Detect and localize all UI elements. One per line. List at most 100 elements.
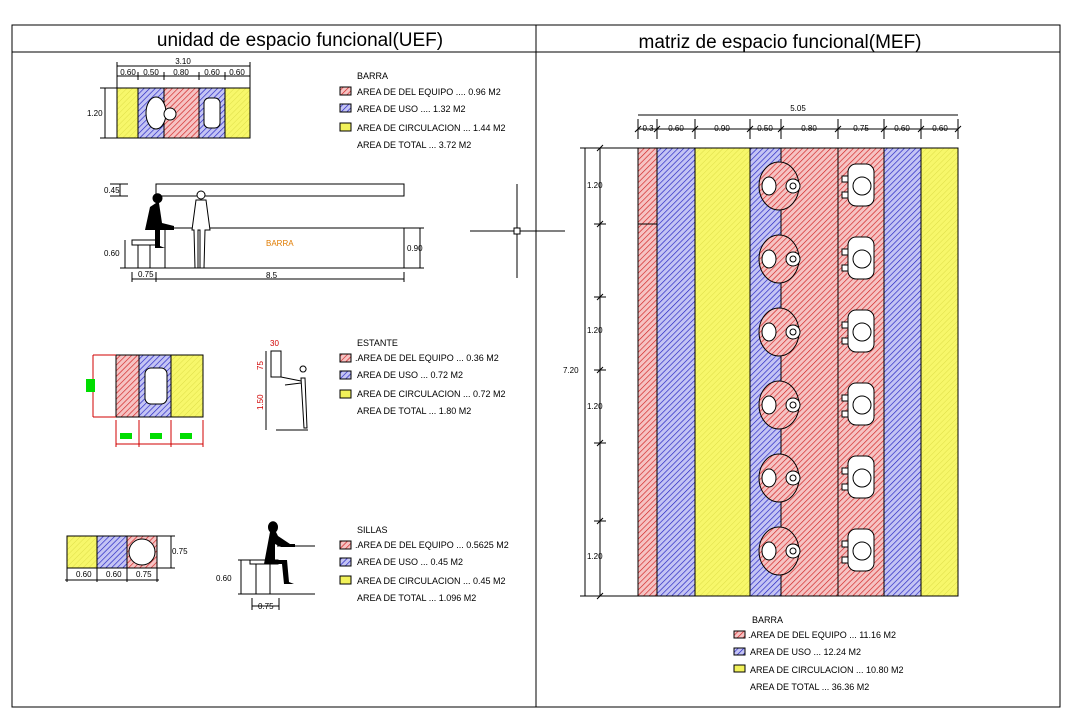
crosshair-cursor-icon <box>470 184 565 278</box>
legend-item: AREA DE DEL EQUIPO .... 0.96 M2 <box>357 87 501 97</box>
matriz-column-uso <box>656 147 696 597</box>
dim: 0.60 <box>894 124 910 133</box>
legend-item: .AREA DE DEL EQUIPO ... 11.16 M2 <box>748 630 896 640</box>
estante-legend: ESTANTE .AREA DE DEL EQUIPO ... 0.36 M2 … <box>339 338 506 416</box>
dim: 0.60 <box>204 68 220 77</box>
bartender-icon <box>841 528 875 572</box>
stool-user-icon <box>758 526 801 576</box>
equipo-swatch <box>339 353 352 363</box>
uso-swatch <box>339 557 352 567</box>
legend-item: AREA DE USO ... 0.45 M2 <box>357 557 463 567</box>
circulacion-swatch <box>733 664 746 673</box>
sillas-legend: SILLAS .AREA DE DEL EQUIPO ... 0.5625 M2… <box>339 525 509 603</box>
barra-elevation <box>110 183 424 282</box>
legend-title: BARRA <box>357 71 388 81</box>
seated-person-icon <box>264 521 295 584</box>
dim: 0.75 <box>258 602 274 611</box>
legend-item: .AREA DE DEL EQUIPO ... 0.36 M2 <box>355 353 499 363</box>
bartender-icon <box>841 309 875 353</box>
dim: 0.60 <box>229 68 245 77</box>
stool-user-icon <box>758 307 801 357</box>
dim: 0.60 <box>216 574 232 583</box>
matriz-column-uso <box>749 147 782 597</box>
dim: 0.50 <box>143 68 159 77</box>
equipo-swatch <box>339 86 352 96</box>
legend-item: .AREA DE DEL EQUIPO ... 0.5625 M2 <box>355 540 509 550</box>
matriz-column-uso <box>883 147 922 597</box>
equipo-swatch <box>339 540 352 550</box>
dim: 0.60 <box>668 124 684 133</box>
dim: 1.20 <box>587 181 603 190</box>
circulacion-swatch <box>339 575 352 585</box>
dim: 7.20 <box>563 366 579 375</box>
dim: 0.80 <box>801 124 817 133</box>
stool-user-icon <box>758 161 801 211</box>
dim: 30 <box>270 339 279 348</box>
barra-plan <box>100 62 251 139</box>
matriz-dim-ticks <box>594 119 962 600</box>
legend-item: AREA DE CIRCULACION ... 0.45 M2 <box>357 576 506 586</box>
legend-item: AREA DE USO .... 1.32 M2 <box>357 104 466 114</box>
estante-elevation <box>265 350 308 431</box>
dim: 0.45 <box>104 186 120 195</box>
dim: 1.20 <box>587 402 603 411</box>
dim: 0.75 <box>138 270 154 279</box>
right-header: matriz de espacio funcional(MEF) <box>639 32 922 53</box>
stool-user-icon <box>758 453 801 503</box>
legend-item: AREA DE TOTAL ... 1.096 M2 <box>357 593 476 603</box>
dim: 0.60 <box>76 570 92 579</box>
stool-user-icon <box>758 234 801 284</box>
dim: 0.60 <box>932 124 948 133</box>
bartender-icon <box>841 455 875 499</box>
estante-plan <box>86 354 204 447</box>
legend-item: AREA DE CIRCULACION ... 1.44 M2 <box>357 123 506 133</box>
matriz-plan <box>637 147 959 597</box>
matriz-legend: BARRA .AREA DE DEL EQUIPO ... 11.16 M2 A… <box>733 615 904 692</box>
dim: 0.90 <box>714 124 730 133</box>
bartender-icon <box>841 163 875 207</box>
dim: 1.20 <box>587 552 603 561</box>
dim: 1.20 <box>587 326 603 335</box>
bartender-icon <box>841 236 875 280</box>
matriz-column-equipo <box>780 147 839 597</box>
dim: 0.3 <box>642 124 654 133</box>
left-header: unidad de espacio funcional(UEF) <box>157 30 443 51</box>
dim: 8.5 <box>266 271 278 280</box>
legend-title: SILLAS <box>357 525 388 535</box>
dim: 1.50 <box>256 394 265 410</box>
matriz-column-equipo <box>837 147 885 597</box>
matriz-column-circulacion <box>694 147 751 597</box>
legend-item: AREA DE CIRCULACION ... 0.72 M2 <box>357 389 506 399</box>
legend-item: AREA DE USO ... 0.72 M2 <box>357 370 463 380</box>
dim: 0.80 <box>173 68 189 77</box>
uso-swatch <box>339 370 352 380</box>
uso-swatch <box>733 647 746 656</box>
dim: 0.75 <box>172 547 188 556</box>
matriz-column-equipo <box>637 147 658 597</box>
dim: 0.90 <box>407 244 423 253</box>
barra-legend: BARRA AREA DE DEL EQUIPO .... 0.96 M2 AR… <box>339 71 506 150</box>
dim-total: 3.10 <box>175 57 191 66</box>
dim: 5.05 <box>790 104 806 113</box>
circulacion-swatch <box>339 122 352 132</box>
legend-item: AREA DE TOTAL ... 36.36 M2 <box>750 682 869 692</box>
dim: 0.60 <box>120 68 136 77</box>
seated-person-icon <box>145 193 174 248</box>
legend-item: AREA DE TOTAL ... 1.80 M2 <box>357 406 471 416</box>
dim: 1.20 <box>87 109 103 118</box>
circulacion-swatch <box>339 389 352 399</box>
dim: 0.50 <box>757 124 773 133</box>
dim: 0.60 <box>106 570 122 579</box>
dim: 0.75 <box>853 124 869 133</box>
bartender-icon <box>841 382 875 426</box>
equipo-swatch <box>733 630 746 639</box>
sheet-frame <box>11 24 1061 708</box>
sillas-plan <box>65 535 175 582</box>
barra-label: BARRA <box>266 239 294 248</box>
dim: 0.60 <box>104 249 120 258</box>
legend-title: BARRA <box>752 615 783 625</box>
sillas-elevation <box>238 521 315 610</box>
dim: 0.75 <box>136 570 152 579</box>
stool-user-icon <box>758 380 801 430</box>
